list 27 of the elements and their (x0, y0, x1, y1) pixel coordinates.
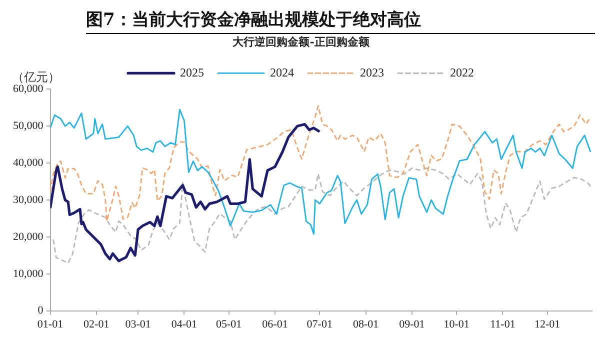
x-tick-label: 09-01 (399, 318, 425, 330)
y-tick-label: 60,000 (13, 83, 44, 96)
y-tick-label: 50,000 (13, 120, 44, 132)
x-tick-label: 10-01 (444, 318, 470, 330)
x-tick-label: 02-01 (84, 318, 110, 330)
y-tick-label: 40,000 (13, 156, 44, 169)
y-tick-label: 0 (38, 304, 44, 317)
chart-subtitle: 大行逆回购金额-正回购金额 (232, 35, 370, 48)
y-tick-label: 30,000 (13, 194, 44, 206)
y-tick-label: 10,000 (13, 268, 44, 280)
y-axis-title: （亿元） (12, 70, 60, 84)
legend-label: 2024 (270, 65, 294, 80)
y-tick-label: 20,000 (13, 230, 44, 243)
x-tick-label: 05-01 (216, 318, 242, 330)
x-tick-label: 03-01 (125, 318, 151, 330)
x-tick-label: 01-01 (37, 318, 64, 330)
x-tick-label: 08-01 (352, 318, 379, 330)
line-series (52, 168, 592, 264)
x-tick-label: 06-01 (262, 318, 288, 330)
x-tick-label: 12-01 (534, 318, 560, 330)
legend-label: 2025 (180, 65, 204, 80)
x-tick-label: 07-01 (306, 318, 332, 330)
chart-title: 图7：当前大行资金净融出规模处于绝对高位 (86, 0, 595, 34)
legend-label: 2022 (450, 65, 474, 80)
x-tick-label: 04-01 (171, 318, 198, 330)
legend-label: 2023 (360, 65, 384, 80)
x-tick-label: 11-01 (490, 318, 516, 330)
